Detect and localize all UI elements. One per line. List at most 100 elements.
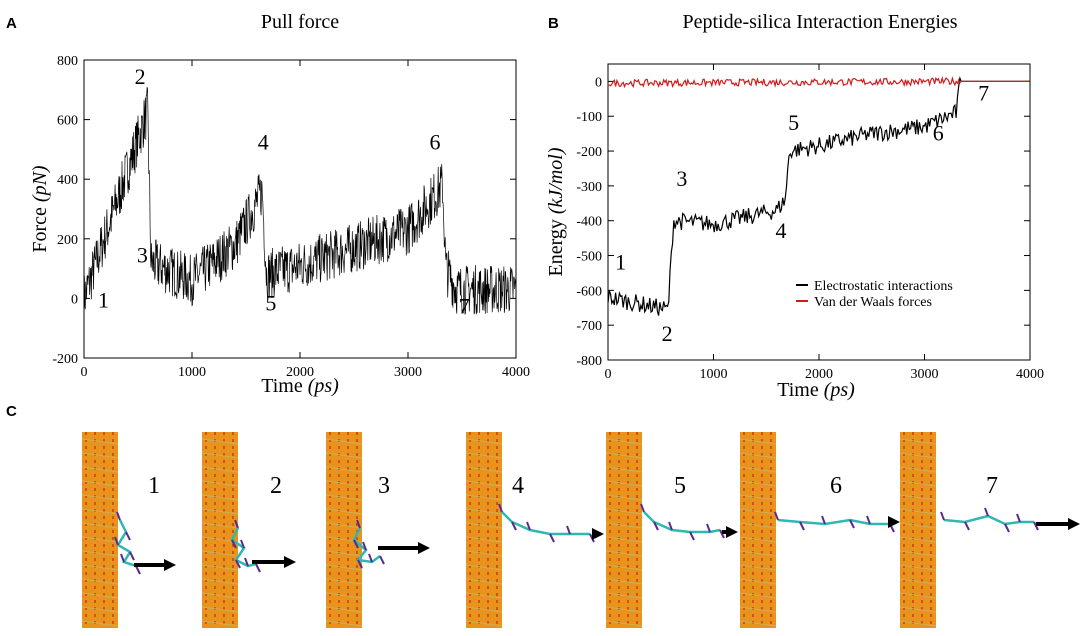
panel-b-letter: B (548, 15, 559, 32)
peptide-sidechain (640, 503, 645, 513)
peptide-sidechain (379, 555, 385, 565)
peptide-sidechain (498, 503, 503, 513)
chart-b-ylabel: Energy (kJ/mol) (545, 147, 567, 276)
y-tick-label: 600 (57, 114, 78, 129)
silica-lattice (605, 522, 643, 529)
silica-lattice (605, 606, 643, 613)
snapshot-row: 1 2 3 4 5 6 7 (81, 432, 1080, 628)
y-tick-label: -700 (576, 319, 602, 334)
peptide-backbone (643, 511, 721, 534)
x-tick-label: 3000 (911, 367, 939, 382)
peptide-sidechain (368, 553, 373, 563)
silica-lattice (201, 452, 239, 459)
peptide-sidechain (356, 519, 361, 529)
silica-lattice (899, 550, 937, 557)
event-marker-6: 6 (933, 121, 944, 146)
peptide-sidechain (653, 521, 659, 531)
series-line-0 (83, 86, 517, 324)
legend-electrostatic-label: Electrostatic interactions (814, 279, 953, 294)
event-marker-7: 7 (978, 81, 989, 106)
silica-lattice (201, 522, 239, 529)
peptide-sidechain (821, 515, 826, 525)
peptide-sidechain (774, 511, 779, 521)
silica-lattice (739, 522, 777, 529)
silica-lattice (81, 452, 119, 459)
snapshot-5: 5 (605, 432, 738, 628)
peptide-sidechain (849, 519, 855, 529)
y-tick-label: 800 (57, 54, 78, 69)
silica-lattice (465, 438, 503, 445)
chart-b-xlabel: Time (ps) (777, 379, 855, 401)
silica-lattice (899, 578, 937, 585)
snapshot-label: 7 (986, 473, 998, 499)
x-tick-label: 0 (81, 365, 88, 380)
silica-lattice (605, 550, 643, 557)
silica-lattice (325, 466, 363, 473)
silica-lattice (899, 522, 937, 529)
chart-a-frame (83, 59, 517, 359)
silica-lattice (739, 480, 777, 487)
silica-lattice (739, 466, 777, 473)
pull-arrow-head (284, 556, 296, 568)
silica-lattice (899, 494, 937, 501)
snapshot-4: 4 (465, 432, 604, 628)
silica-lattice (899, 508, 937, 515)
y-tick-label: -100 (576, 110, 602, 125)
silica-lattice (465, 592, 503, 599)
chart-b-title: Peptide-silica Interaction Energies (682, 11, 957, 33)
silica-lattice (465, 606, 503, 613)
x-tick-label: 4000 (1016, 367, 1044, 382)
snapshot-2: 2 (201, 432, 296, 628)
y-tick-label: -300 (576, 180, 602, 195)
silica-lattice (325, 522, 363, 529)
peptide-sidechain (120, 553, 125, 563)
snapshot-label: 4 (512, 473, 524, 499)
y-tick-label: 400 (57, 173, 78, 188)
event-marker-7: 7 (459, 293, 470, 318)
silica-lattice (899, 536, 937, 543)
silica-lattice (81, 480, 119, 487)
peptide-sidechain (668, 521, 673, 531)
silica-lattice (81, 564, 119, 571)
y-tick-label: 0 (595, 75, 602, 90)
peptide-sidechain (244, 557, 249, 567)
event-marker-1: 1 (98, 287, 109, 312)
silica-lattice (899, 466, 937, 473)
event-marker-3: 3 (676, 166, 687, 191)
silica-lattice (739, 536, 777, 543)
y-tick-label: -400 (576, 215, 602, 230)
silica-lattice (899, 620, 937, 627)
snapshot-7: 7 (899, 432, 1080, 628)
silica-lattice (325, 606, 363, 613)
peptide-sidechain (255, 563, 261, 573)
silica-lattice (739, 452, 777, 459)
silica-lattice (605, 438, 643, 445)
silica-lattice (325, 592, 363, 599)
pull-arrow-head (726, 526, 738, 538)
silica-lattice (899, 438, 937, 445)
silica-lattice (605, 494, 643, 501)
peptide-sidechain (135, 565, 141, 575)
peptide-sidechain (235, 559, 241, 569)
silica-lattice (81, 592, 119, 599)
peptide-sidechain (1004, 523, 1010, 533)
silica-lattice (325, 480, 363, 487)
silica-lattice (465, 564, 503, 571)
y-tick-label: -500 (576, 250, 602, 265)
silica-lattice (81, 438, 119, 445)
peptide-sidechain (116, 511, 121, 521)
silica-lattice (201, 564, 239, 571)
silica-lattice (465, 550, 503, 557)
silica-lattice (325, 508, 363, 515)
y-tick-label: -800 (576, 354, 602, 369)
event-marker-4: 4 (258, 129, 269, 154)
chart-b-frame (607, 63, 1031, 361)
silica-lattice (739, 564, 777, 571)
snapshot-6: 6 (739, 432, 900, 628)
chart-a-title: Pull force (261, 11, 339, 33)
silica-lattice (325, 452, 363, 459)
silica-lattice (325, 564, 363, 571)
chart-b-legend: Electrostatic interactions Van der Waals… (796, 279, 953, 310)
